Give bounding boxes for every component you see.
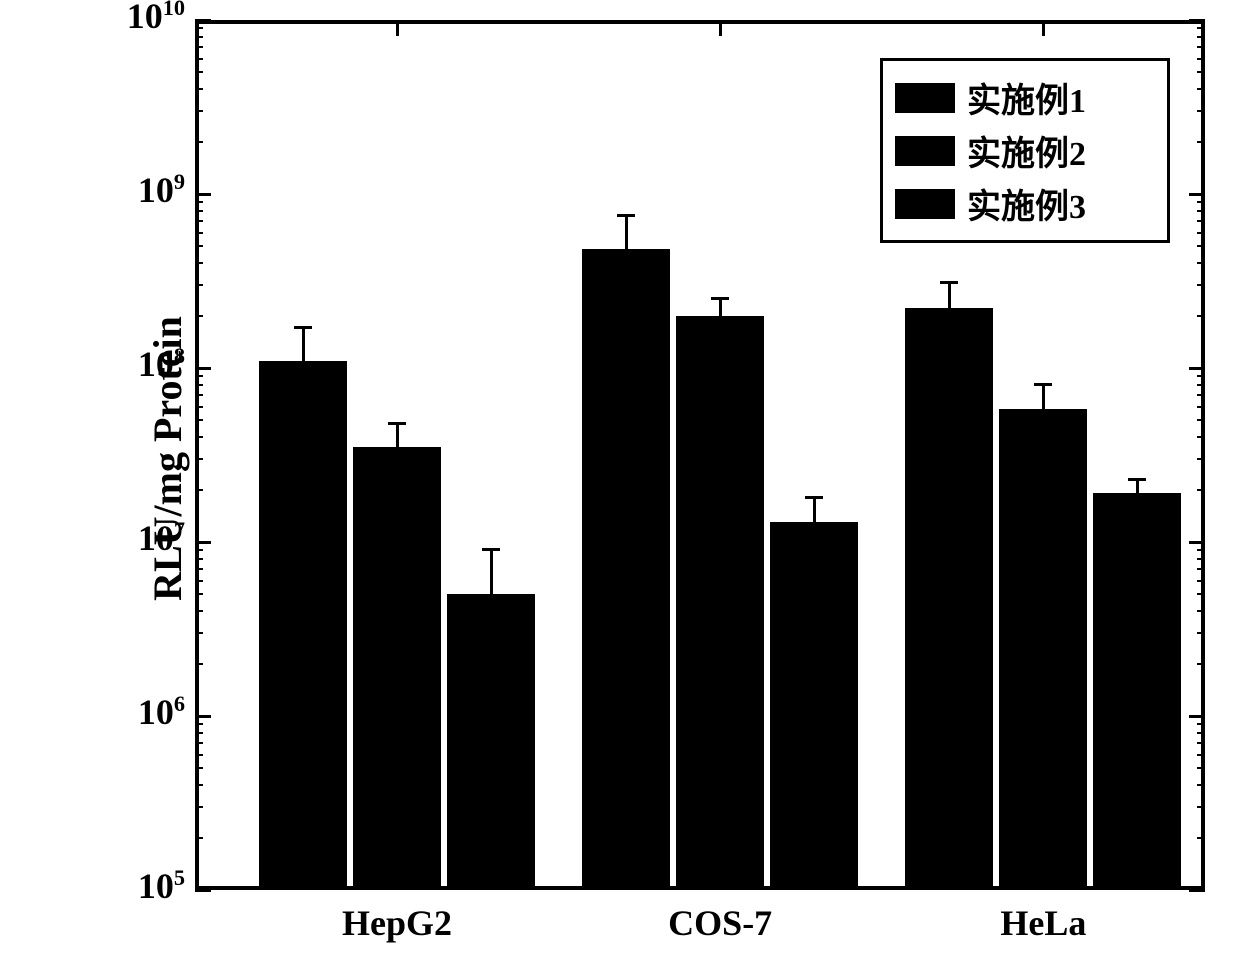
y-tick-label: 106 bbox=[85, 691, 185, 733]
x-tick-label: COS-7 bbox=[610, 902, 830, 944]
bar bbox=[999, 409, 1087, 890]
legend-item: 实施例2 bbox=[895, 126, 1155, 175]
legend-label: 实施例3 bbox=[967, 179, 1086, 228]
y-tick-label: 109 bbox=[85, 169, 185, 211]
y-tick-label: 108 bbox=[85, 343, 185, 385]
legend-swatch bbox=[895, 136, 955, 166]
bar bbox=[676, 316, 764, 890]
y-tick-label: 107 bbox=[85, 517, 185, 559]
bar bbox=[447, 594, 535, 890]
legend-swatch bbox=[895, 83, 955, 113]
x-tick-label: HepG2 bbox=[287, 902, 507, 944]
y-tick-label: 105 bbox=[85, 865, 185, 907]
bar bbox=[259, 361, 347, 890]
legend: 实施例1实施例2实施例3 bbox=[880, 58, 1170, 243]
legend-label: 实施例1 bbox=[967, 73, 1086, 122]
chart-root: RLU/mg Protein 1051061071081091010 HepG2… bbox=[0, 0, 1240, 971]
x-tick-label: HeLa bbox=[933, 902, 1153, 944]
bar bbox=[353, 447, 441, 890]
legend-swatch bbox=[895, 189, 955, 219]
bar bbox=[1093, 493, 1181, 890]
bar bbox=[905, 308, 993, 890]
legend-item: 实施例1 bbox=[895, 73, 1155, 122]
bar bbox=[582, 249, 670, 890]
legend-item: 实施例3 bbox=[895, 179, 1155, 228]
bar bbox=[770, 522, 858, 890]
legend-label: 实施例2 bbox=[967, 126, 1086, 175]
y-tick-label: 1010 bbox=[85, 0, 185, 37]
